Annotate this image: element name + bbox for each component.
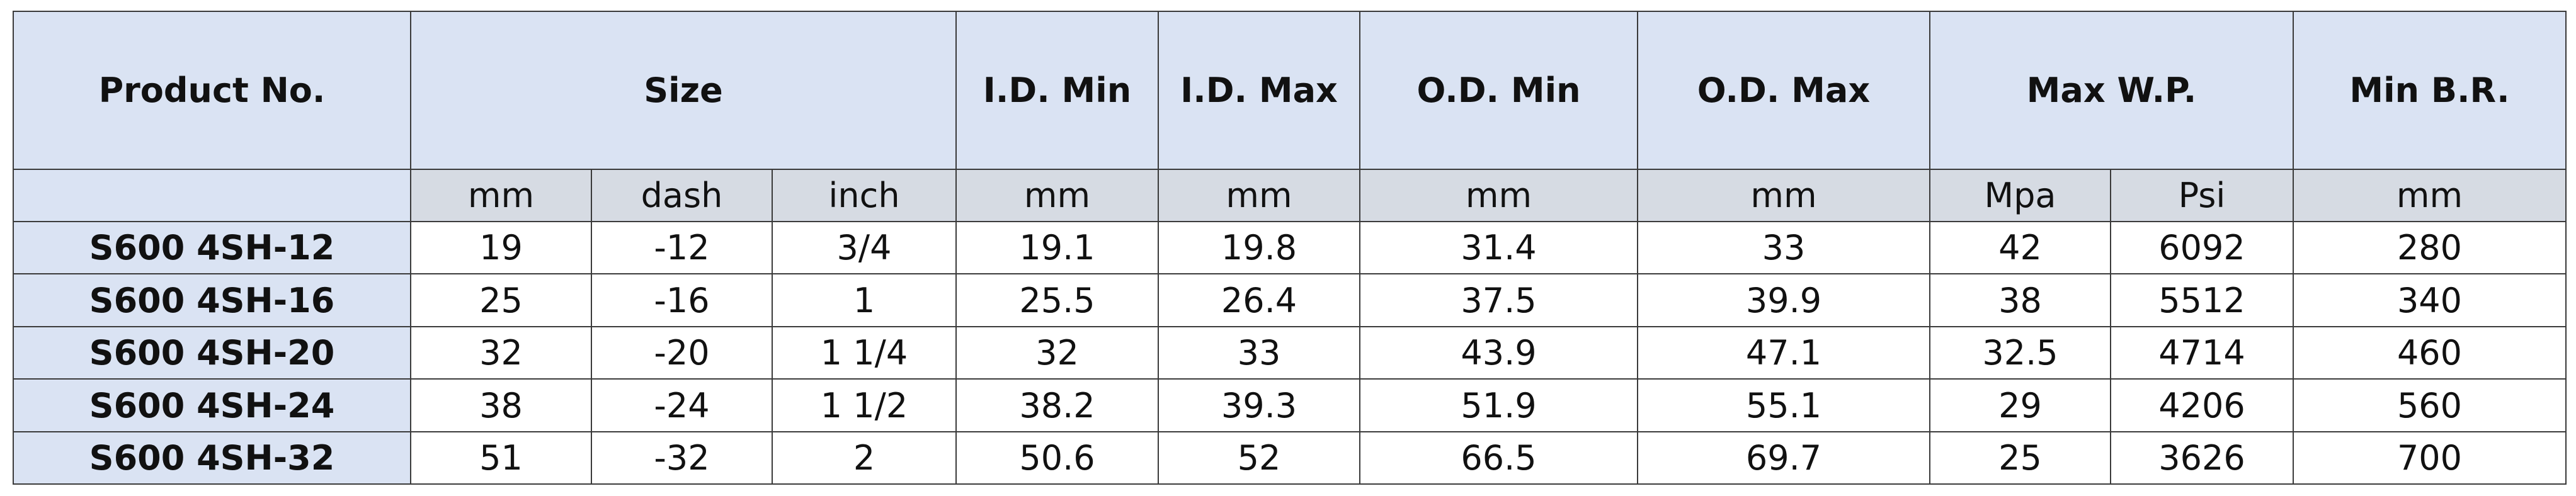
data-cell: -32 [591,431,773,485]
data-cell: 560 [2293,378,2567,432]
data-cell: 51 [410,431,592,485]
data-cell: 39.9 [1637,273,1930,327]
data-cell: -12 [591,221,773,274]
data-cell: 1 1/4 [772,326,957,380]
header-cell: O.D. Max [1637,11,1930,170]
data-cell: 32 [955,326,1159,380]
header-cell: I.D. Max [1158,11,1360,170]
data-cell: 66.5 [1359,431,1638,485]
data-cell: 19.1 [955,221,1159,274]
data-cell: 5512 [2110,273,2294,327]
unit-cell: mm [955,169,1159,222]
header-cell: Max W.P. [1929,11,2294,170]
data-cell: 25.5 [955,273,1159,327]
data-cell: 32 [410,326,592,380]
unit-cell: mm [410,169,592,222]
data-cell: 47.1 [1637,326,1930,380]
data-cell: 340 [2293,273,2567,327]
blank-cell [13,169,411,222]
data-cell: 33 [1637,221,1930,274]
data-cell: 19 [410,221,592,274]
data-cell: -20 [591,326,773,380]
data-cell: 1 [772,273,957,327]
unit-cell: mm [2293,169,2567,222]
product-cell: S600 4SH-12 [13,221,411,274]
unit-cell: mm [1359,169,1638,222]
data-cell: 42 [1929,221,2111,274]
data-cell: 52 [1158,431,1360,485]
data-cell: 51.9 [1359,378,1638,432]
data-cell: 55.1 [1637,378,1930,432]
header-cell: I.D. Min [955,11,1159,170]
data-cell: 38 [1929,273,2111,327]
unit-cell: Mpa [1929,169,2111,222]
unit-cell: dash [591,169,773,222]
data-cell: 50.6 [955,431,1159,485]
data-cell: 32.5 [1929,326,2111,380]
data-cell: 26.4 [1158,273,1360,327]
data-cell: 29 [1929,378,2111,432]
data-cell: 1 1/2 [772,378,957,432]
data-cell: 69.7 [1637,431,1930,485]
data-cell: 4714 [2110,326,2294,380]
data-cell: 33 [1158,326,1360,380]
data-cell: 37.5 [1359,273,1638,327]
product-cell: S600 4SH-20 [13,326,411,380]
unit-cell: mm [1158,169,1360,222]
header-cell: Size [410,11,957,170]
data-cell: 43.9 [1359,326,1638,380]
product-cell: S600 4SH-32 [13,431,411,485]
data-cell: 2 [772,431,957,485]
data-cell: 4206 [2110,378,2294,432]
data-cell: 460 [2293,326,2567,380]
data-cell: -16 [591,273,773,327]
header-cell: Min B.R. [2293,11,2567,170]
data-cell: 280 [2293,221,2567,274]
data-cell: 39.3 [1158,378,1360,432]
product-cell: S600 4SH-16 [13,273,411,327]
product-cell: S600 4SH-24 [13,378,411,432]
data-cell: 3/4 [772,221,957,274]
data-cell: 25 [410,273,592,327]
data-cell: 700 [2293,431,2567,485]
unit-cell: Psi [2110,169,2294,222]
data-cell: 19.8 [1158,221,1360,274]
data-cell: 3626 [2110,431,2294,485]
data-cell: 38 [410,378,592,432]
unit-cell: mm [1637,169,1930,222]
header-cell: O.D. Min [1359,11,1638,170]
unit-cell: inch [772,169,957,222]
header-cell: Product No. [13,11,411,170]
data-cell: 38.2 [955,378,1159,432]
data-cell: 6092 [2110,221,2294,274]
data-cell: -24 [591,378,773,432]
data-cell: 25 [1929,431,2111,485]
data-cell: 31.4 [1359,221,1638,274]
